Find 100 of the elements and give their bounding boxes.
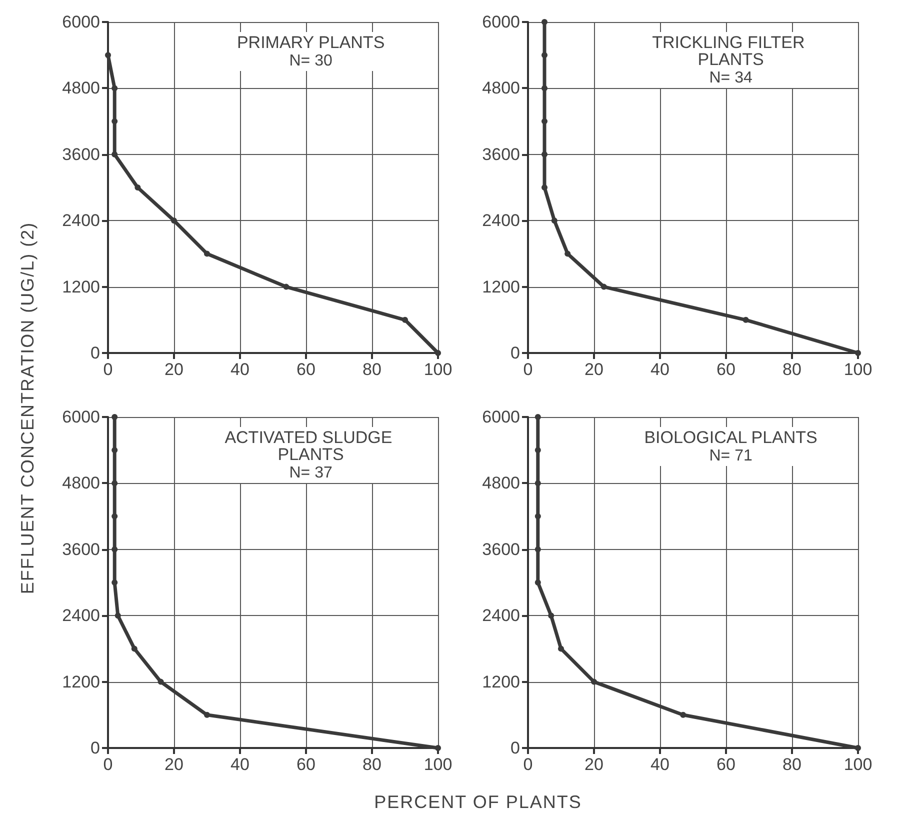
x-tick-label: 40: [230, 360, 250, 379]
point: [534, 480, 541, 486]
y-tick-label: 6000: [482, 12, 520, 32]
point: [542, 52, 548, 58]
text: N= 30: [289, 52, 332, 70]
point: [112, 414, 118, 420]
x-tick-label: 80: [782, 755, 802, 774]
point: [742, 316, 749, 323]
y-tick-label: 2400: [62, 211, 100, 230]
point: [534, 414, 541, 420]
x-tick-label: 40: [650, 755, 670, 774]
y-tick-label: 0: [90, 344, 100, 362]
x-tick-label: 0: [523, 360, 533, 379]
y-tick-label: 0: [90, 738, 100, 758]
y-tick-label: 1200: [62, 277, 100, 296]
y-tick-label: 4800: [62, 474, 100, 493]
point: [680, 712, 686, 718]
x-tick-label: 80: [782, 360, 802, 379]
point: [564, 250, 571, 257]
x-tick-label: 60: [296, 755, 316, 774]
point: [112, 118, 118, 124]
x-tick-label: 0: [103, 360, 113, 379]
x-tick-label: 20: [584, 755, 604, 774]
y-tick-label: 6000: [62, 408, 100, 426]
point: [204, 712, 210, 718]
x-tick-label: 100: [424, 360, 452, 379]
text: N= 37: [289, 464, 332, 482]
x-tick-label: 100: [424, 755, 452, 774]
y-tick-label: 6000: [482, 408, 520, 426]
point: [134, 184, 141, 190]
y-tick-label: 2400: [482, 606, 520, 626]
y-axis-title: EFFLUENT CONCENTRATION (UG/L) (2): [18, 222, 38, 594]
point: [600, 284, 607, 290]
point: [534, 546, 541, 552]
point: [112, 513, 118, 520]
x-tick-label: 100: [844, 755, 872, 774]
point: [283, 284, 290, 290]
point: [158, 678, 164, 685]
y-tick-label: 2400: [482, 211, 520, 230]
point: [542, 118, 548, 124]
y-tick-label: 4800: [482, 78, 520, 98]
x-tick-label: 80: [362, 755, 382, 774]
y-tick-label: 3600: [62, 540, 100, 559]
point: [112, 447, 118, 454]
point: [558, 646, 564, 652]
y-tick-label: 1200: [482, 672, 520, 692]
x-tick-label: 20: [164, 755, 184, 774]
y-tick-label: 6000: [62, 12, 100, 32]
point: [591, 678, 597, 685]
x-tick-label: 60: [716, 755, 736, 774]
point: [204, 250, 210, 257]
y-tick-label: 4800: [482, 474, 520, 493]
text: BIOLOGICAL PLANTS: [644, 428, 818, 447]
point: [435, 350, 441, 356]
point: [534, 447, 541, 454]
text: N= 34: [709, 70, 752, 86]
point: [542, 19, 548, 25]
point: [105, 52, 111, 58]
point: [131, 646, 138, 652]
point: [548, 612, 554, 619]
x-tick-label: 20: [584, 360, 604, 379]
y-tick-label: 3600: [482, 540, 520, 559]
text: N= 71: [709, 448, 752, 464]
point: [114, 612, 121, 619]
point: [112, 480, 118, 486]
y-tick-label: 0: [510, 344, 520, 362]
point: [534, 580, 541, 586]
x-tick-label: 20: [164, 360, 184, 379]
x-tick-label: 100: [844, 360, 872, 379]
x-axis-title: PERCENT OF PLANTS: [373, 792, 583, 813]
y-tick-label: 3600: [482, 144, 520, 164]
y-tick-label: 4800: [62, 78, 100, 98]
point: [112, 85, 118, 92]
text: ACTIVATED SLUDGE PLANTS: [224, 428, 397, 464]
x-tick-label: 0: [523, 755, 533, 774]
text: TRICKLING FILTER PLANTS: [652, 33, 810, 69]
y-tick-label: 1200: [62, 672, 100, 692]
y-tick-label: 2400: [62, 606, 100, 626]
y-tick-label: 0: [510, 738, 520, 758]
x-tick-label: 40: [230, 755, 250, 774]
x-tick-label: 60: [296, 360, 316, 379]
x-tick-label: 40: [650, 360, 670, 379]
point: [402, 316, 408, 323]
point: [171, 218, 177, 224]
point: [112, 546, 118, 552]
point: [551, 218, 558, 224]
point: [855, 745, 861, 751]
point: [542, 151, 548, 158]
point: [534, 513, 541, 520]
point: [542, 184, 548, 190]
y-tick-label: 1200: [482, 277, 520, 296]
x-tick-label: 0: [103, 755, 113, 774]
point: [855, 350, 861, 356]
x-tick-label: 60: [716, 360, 736, 379]
point: [435, 745, 441, 751]
point: [112, 580, 118, 586]
y-tick-label: 3600: [62, 144, 100, 164]
point: [112, 151, 118, 158]
text: PRIMARY PLANTS: [236, 33, 385, 52]
point: [542, 85, 548, 92]
